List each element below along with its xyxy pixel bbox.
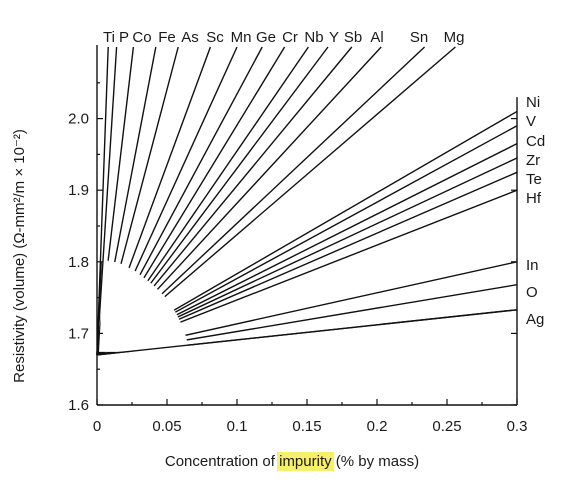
x-axis-title: Concentration of impurity (% by mass) xyxy=(165,453,419,470)
y-tick-label: 1.6 xyxy=(68,397,89,414)
y-tick-label: 1.8 xyxy=(68,254,89,271)
series-label-o: O xyxy=(526,284,538,301)
series-label-p: P xyxy=(119,29,129,46)
x-tick-label: 0.25 xyxy=(432,418,461,435)
series-label-co: Co xyxy=(132,29,151,46)
x-tick-label: 0.05 xyxy=(152,418,181,435)
series-label-zr: Zr xyxy=(526,152,540,169)
x-axis-title-after: (% by mass) xyxy=(332,453,420,470)
y-tick-label: 2.0 xyxy=(68,111,89,128)
origin-mask xyxy=(96,259,518,356)
y-tick-label: 1.9 xyxy=(68,182,89,199)
x-axis-title-group: Concentration of impurity (% by mass) xyxy=(165,452,419,471)
x-axis-title-before: Concentration of xyxy=(165,453,279,470)
x-tick-label: 0.3 xyxy=(507,418,528,435)
y-tick-label: 1.7 xyxy=(68,325,89,342)
series-label-nb: Nb xyxy=(304,29,323,46)
series-label-cr: Cr xyxy=(282,29,298,46)
x-tick-label: 0.1 xyxy=(227,418,248,435)
series-line-p xyxy=(96,46,118,355)
series-label-v: V xyxy=(526,113,536,130)
series-label-te: Te xyxy=(526,171,542,188)
series-label-mn: Mn xyxy=(231,29,252,46)
series-label-cd: Cd xyxy=(526,133,545,150)
series-label-y: Y xyxy=(329,29,339,46)
series-label-hf: Hf xyxy=(526,190,542,207)
x-tick-label: 0.15 xyxy=(292,418,321,435)
series-label-sb: Sb xyxy=(344,29,362,46)
x-axis-title-highlight-text: impurity xyxy=(279,453,332,470)
series-label-in: In xyxy=(526,257,539,274)
x-tick-label: 0 xyxy=(93,418,101,435)
series-label-fe: Fe xyxy=(158,29,176,46)
origin-blank-wedge xyxy=(99,259,188,352)
series-label-al: Al xyxy=(370,29,383,46)
series-label-ni: Ni xyxy=(526,94,540,111)
series-label-sc: Sc xyxy=(206,29,224,46)
axis-ticks: 0 0.05 0.1 0.15 0.2 0.25 0.3 1.6 1.7 1.8 1.9 2.0 xyxy=(68,82,528,435)
y-axis-title: Resistivity (volume) (Ω-mm²/m × 10⁻²) xyxy=(11,129,28,383)
baseline-line xyxy=(96,309,518,356)
series-label-ag: Ag xyxy=(526,311,544,328)
series-labels: Ti P Co Fe As Sc Mn Ge Cr Nb Y Sb Al Sn Mg Ni V Cd Zr Te Hf I… xyxy=(103,29,545,328)
series-label-ge: Ge xyxy=(256,29,276,46)
series-label-ti: Ti xyxy=(103,29,115,46)
series-label-sn: Sn xyxy=(410,29,428,46)
series-label-mg: Mg xyxy=(444,29,465,46)
x-tick-label: 0.2 xyxy=(367,418,388,435)
x-axis-title-highlight xyxy=(277,452,335,471)
series-label-as: As xyxy=(181,29,199,46)
